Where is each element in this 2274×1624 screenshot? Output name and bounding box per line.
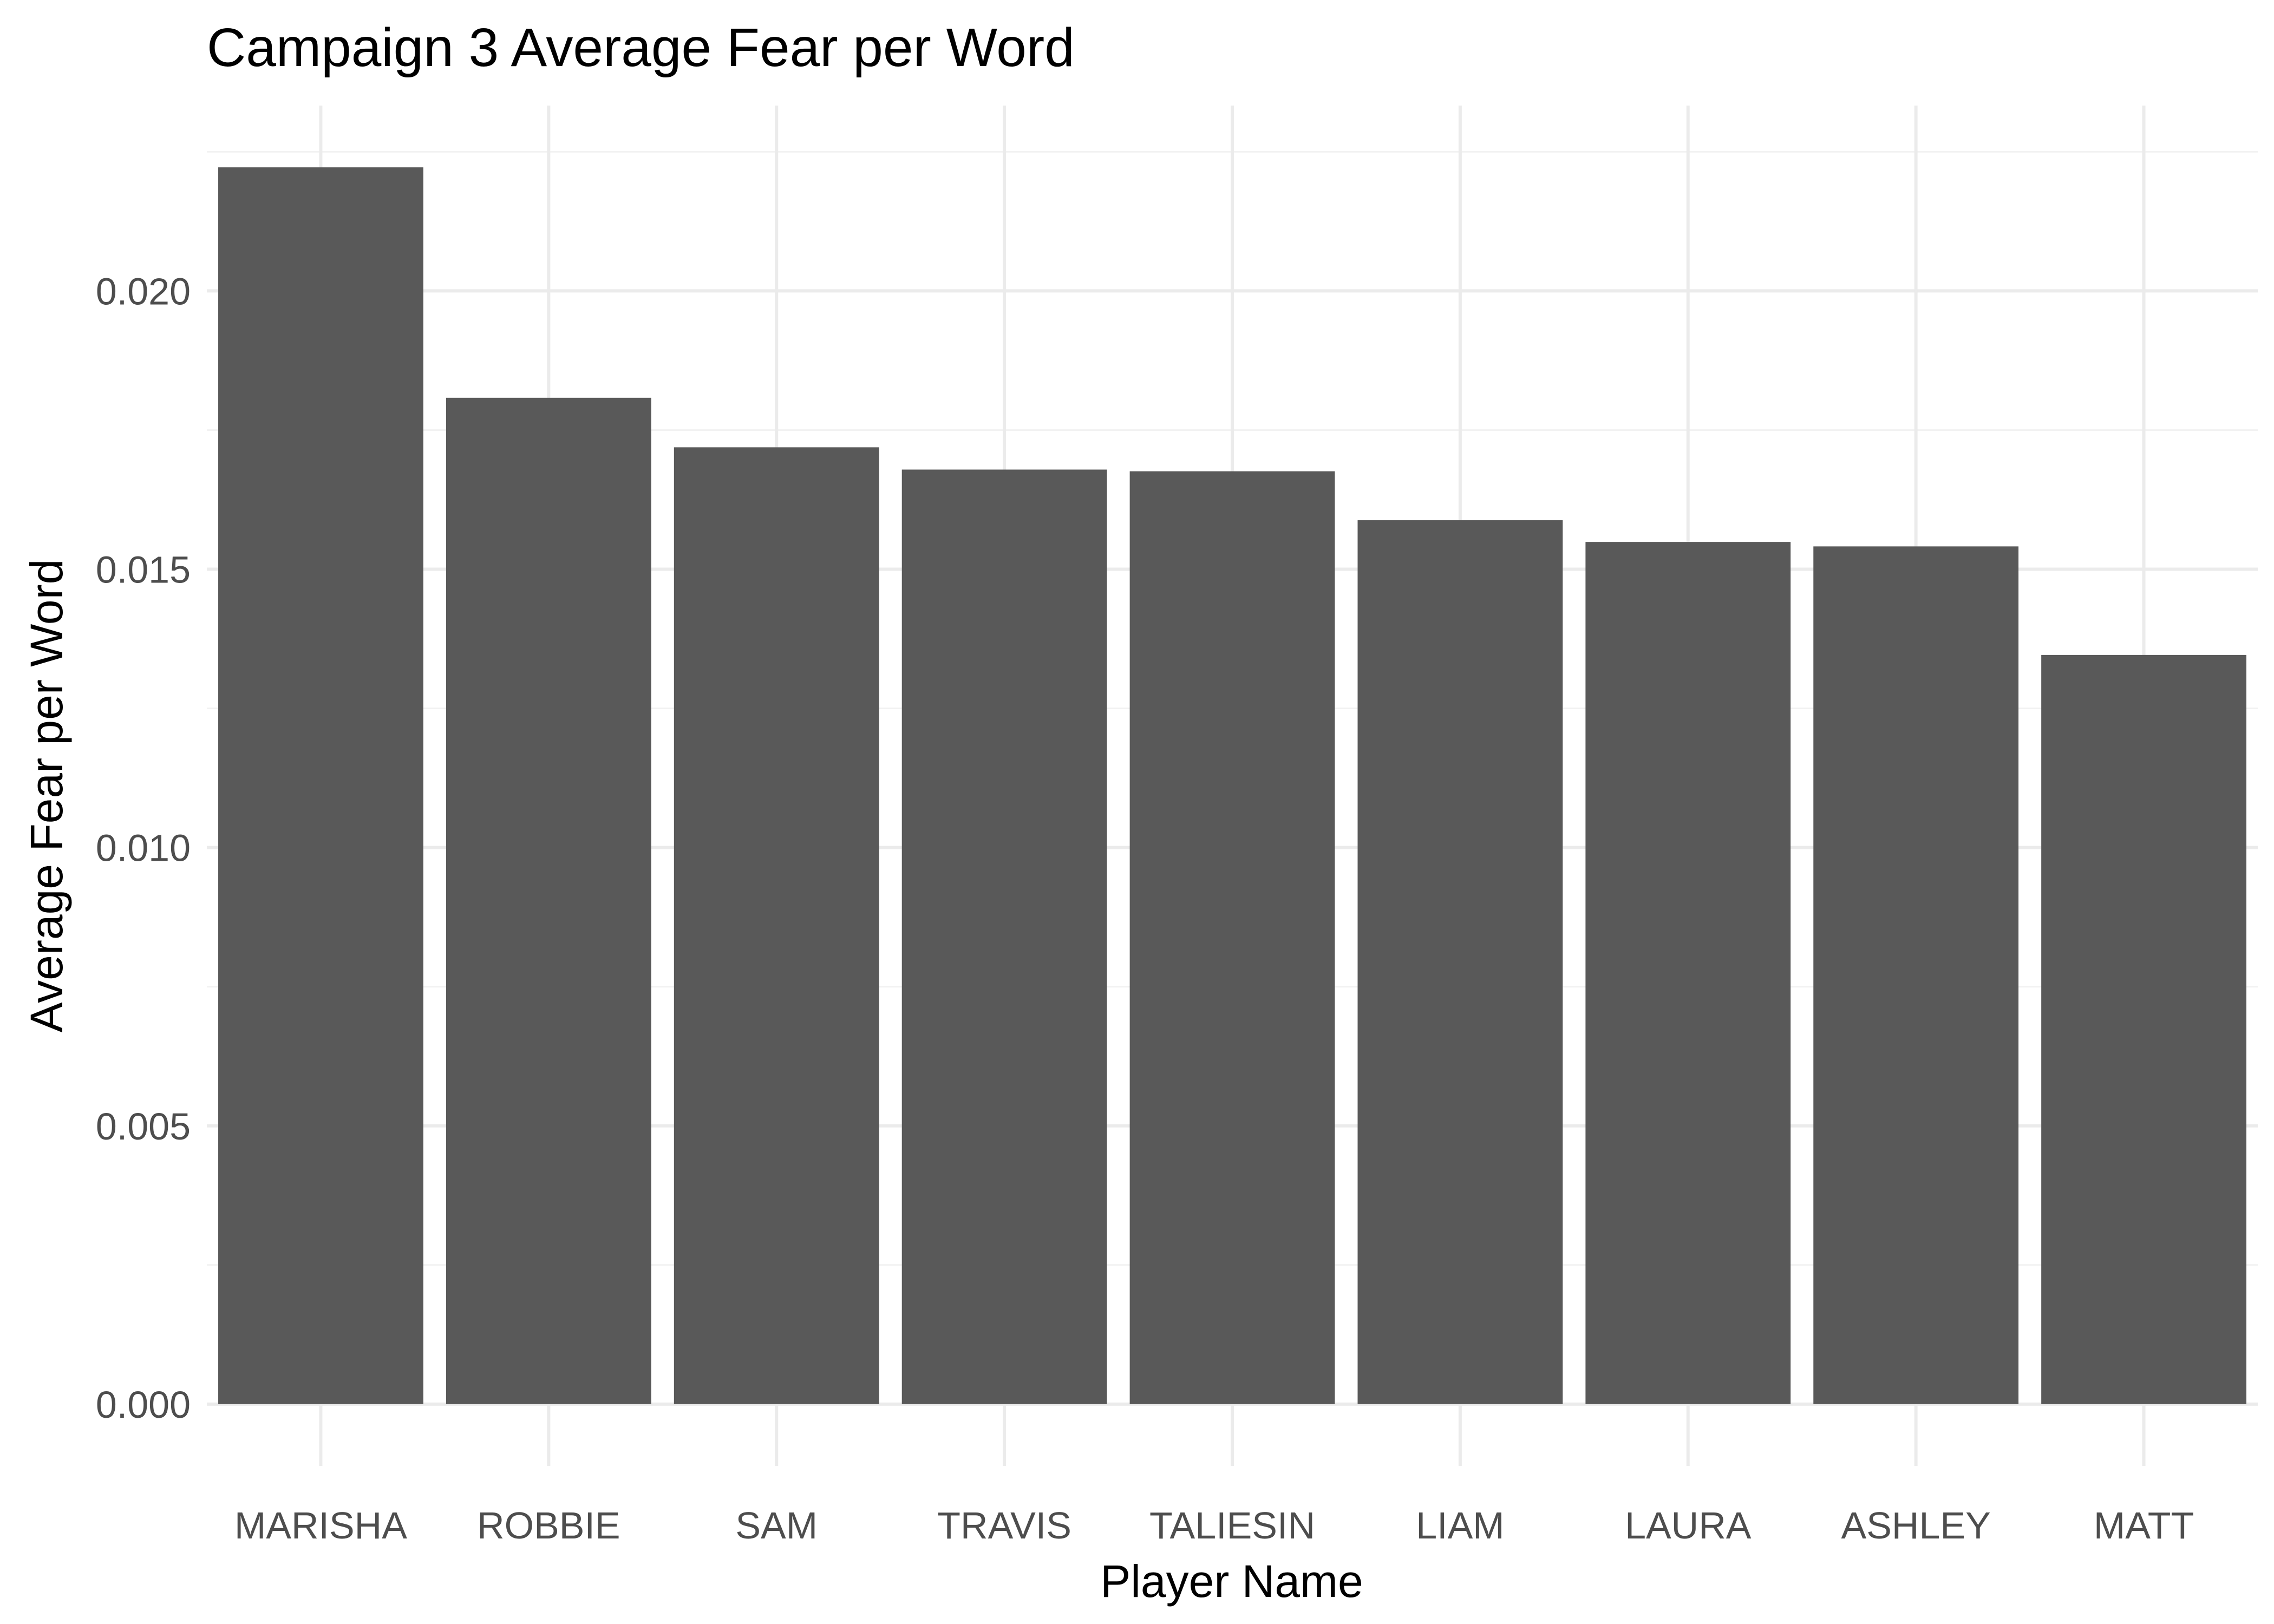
bar-marisha xyxy=(218,167,423,1404)
bar-taliesin xyxy=(1129,471,1335,1404)
bar-travis xyxy=(901,469,1107,1404)
bar-matt xyxy=(2041,654,2246,1404)
y-tick-label: 0.020 xyxy=(96,270,191,312)
y-axis-title: Average Fear per Word xyxy=(21,559,72,1033)
y-tick-label: 0.005 xyxy=(96,1105,191,1148)
y-axis-ticks: 0.000 0.005 0.010 0.015 0.020 xyxy=(96,270,191,1425)
x-tick-label: LAURA xyxy=(1625,1504,1752,1547)
bar-liam xyxy=(1357,520,1563,1404)
bar-ashley xyxy=(1813,546,2019,1404)
x-axis-ticks: MARISHA ROBBIE SAM TRAVIS TALIESIN LIAM LAURA A… xyxy=(234,1504,2194,1547)
bar-sam xyxy=(674,447,879,1404)
x-tick-label: TRAVIS xyxy=(937,1504,1071,1547)
x-axis-title: Player Name xyxy=(1100,1556,1363,1607)
y-tick-label: 0.015 xyxy=(96,549,191,591)
y-tick-label: 0.010 xyxy=(96,827,191,869)
x-tick-label: TALIESIN xyxy=(1149,1504,1315,1547)
x-tick-label: SAM xyxy=(735,1504,818,1547)
y-tick-label: 0.000 xyxy=(96,1384,191,1426)
bar-laura xyxy=(1585,542,1791,1404)
bar-robbie xyxy=(446,397,651,1404)
bars xyxy=(218,167,2246,1404)
x-tick-label: MARISHA xyxy=(234,1504,407,1547)
chart-title: Campaign 3 Average Fear per Word xyxy=(207,17,1075,78)
x-tick-label: MATT xyxy=(2094,1504,2194,1547)
x-tick-label: ROBBIE xyxy=(477,1504,620,1547)
x-tick-label: LIAM xyxy=(1416,1504,1504,1547)
x-tick-label: ASHLEY xyxy=(1841,1504,1991,1547)
